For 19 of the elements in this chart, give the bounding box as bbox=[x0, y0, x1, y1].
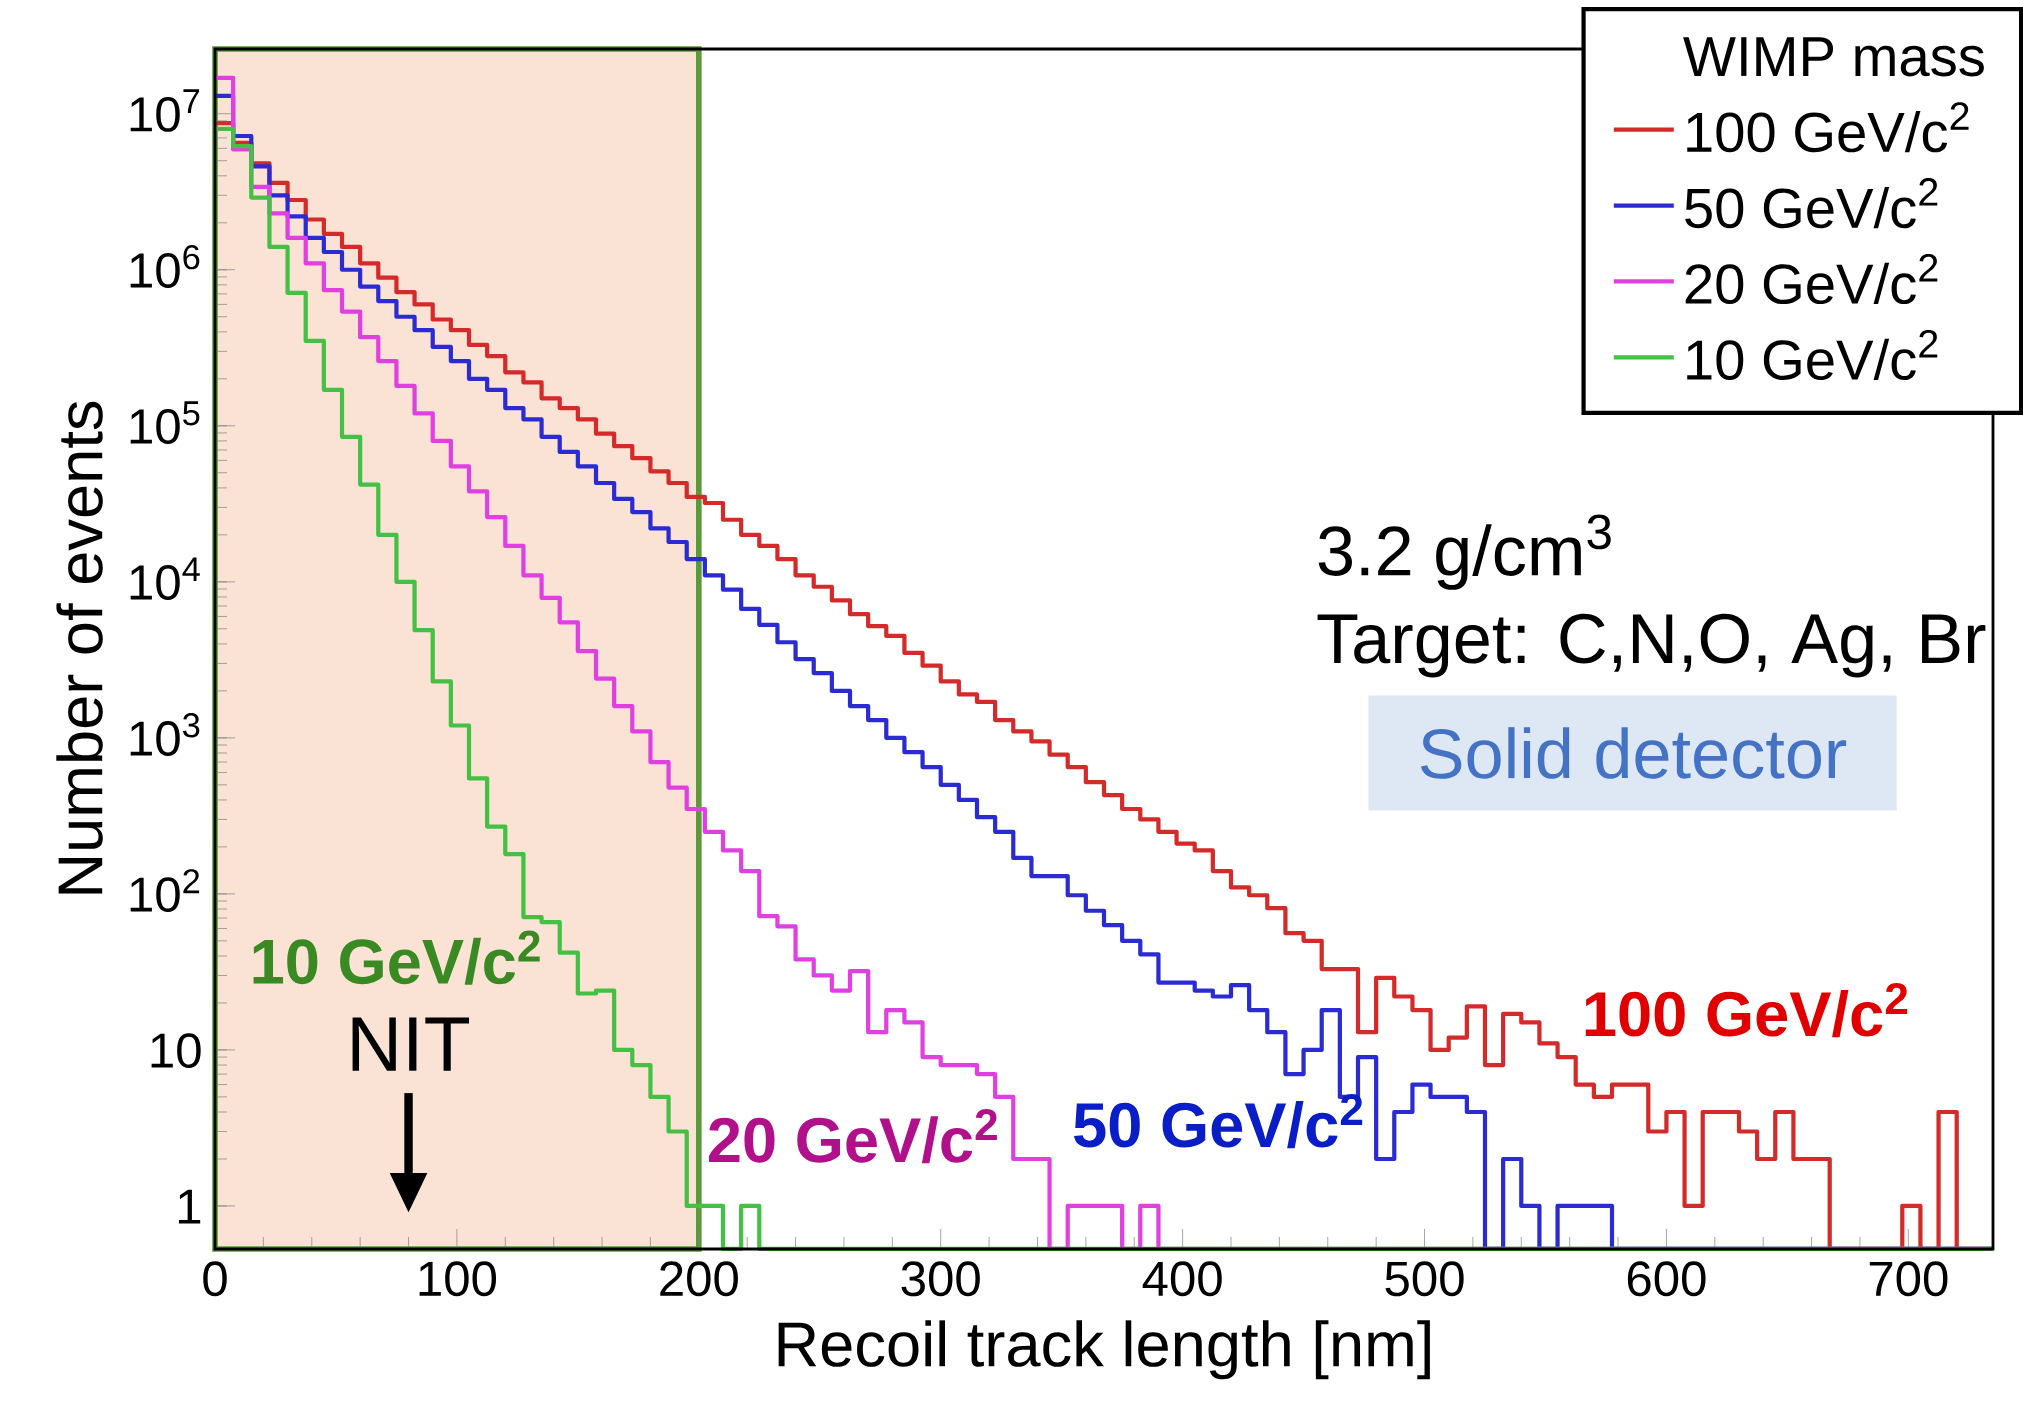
y-tick-label: 10$^{6}$ bbox=[130, 245, 200, 288]
x-tick-label: 100 bbox=[419, 1261, 497, 1297]
y-tick-label: 10$^{7}$ bbox=[130, 89, 200, 132]
x-axis-title: Recoil track length [nm] bbox=[778, 1320, 1430, 1380]
y-tick-label: 10$^{4}$ bbox=[130, 557, 200, 600]
y-tick-label: 10$^{3}$ bbox=[130, 713, 200, 756]
x-tick-label: 700 bbox=[1869, 1261, 1948, 1297]
x-tick-label: 200 bbox=[660, 1261, 738, 1297]
y-tick-label: 1 bbox=[178, 1189, 201, 1224]
x-tick-label: 600 bbox=[1627, 1261, 1706, 1297]
x-tick-label: 300 bbox=[901, 1261, 980, 1297]
x-tick-label: 0 bbox=[203, 1261, 227, 1297]
y-tick-label: 10$^{5}$ bbox=[130, 401, 200, 444]
y-tick-label: 10 bbox=[151, 1033, 201, 1069]
y-axis-title: Number of events bbox=[56, 401, 103, 894]
x-tick-label: 400 bbox=[1142, 1261, 1222, 1297]
y-tick-label: 10$^{2}$ bbox=[130, 869, 200, 913]
x-tick-label: 500 bbox=[1385, 1261, 1464, 1297]
legend-title: WIMP mass bbox=[1683, 37, 1984, 77]
